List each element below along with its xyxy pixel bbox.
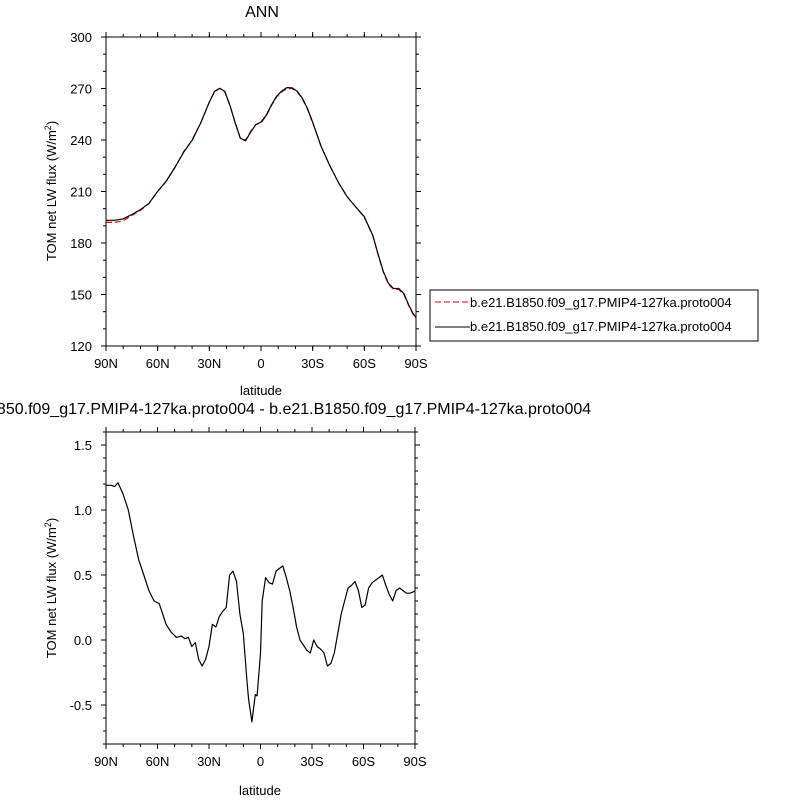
legend-entry-1: b.e21.B1850.f09_g17.PMIP4-127ka.proto004 bbox=[470, 295, 732, 310]
lower-panel-title: b.e21.B1850.f09_g17.PMIP4-127ka.proto004… bbox=[0, 401, 591, 418]
upper-x-tick-label: 60N bbox=[146, 356, 170, 371]
lower-y-tick-label: 1.5 bbox=[74, 438, 92, 453]
lower-y-axis-label: TOM net LW flux (W/m2) bbox=[43, 518, 59, 658]
upper-series-lines bbox=[106, 86, 417, 319]
lower-series-lines bbox=[106, 482, 416, 723]
upper-y-tick-label: 300 bbox=[70, 30, 92, 45]
lower-y-tick-label: -0.5 bbox=[70, 698, 92, 713]
upper-x-tick-label: 90N bbox=[94, 356, 118, 371]
upper-x-tick-label: 30S bbox=[301, 356, 324, 371]
legend-entry-2: b.e21.B1850.f09_g17.PMIP4-127ka.proto004 bbox=[470, 319, 732, 334]
lower-x-tick-label: 60N bbox=[146, 754, 170, 769]
upper-x-tick-label: 30N bbox=[197, 356, 221, 371]
upper-y-tick-label: 150 bbox=[70, 288, 92, 303]
lower-y-tick-label: 1.0 bbox=[74, 503, 92, 518]
lower-ticks: 90N 60N 30N 0 30S 60S 90S -0.5 0.0 0.5 1.0 1.5 bbox=[70, 427, 427, 769]
upper-x-tick-label: 90S bbox=[404, 356, 427, 371]
legend: b.e21.B1850.f09_g17.PMIP4-127ka.proto004… bbox=[429, 289, 759, 342]
upper-series-line-2 bbox=[106, 86, 417, 319]
lower-y-tick-label: 0.5 bbox=[74, 568, 92, 583]
lower-x-tick-label: 90S bbox=[403, 754, 426, 769]
upper-series-line-1 bbox=[106, 87, 417, 319]
lower-y-tick-label: 0.0 bbox=[74, 633, 92, 648]
lower-x-tick-label: 30N bbox=[197, 754, 221, 769]
upper-y-tick-label: 180 bbox=[70, 236, 92, 251]
upper-plot-frame bbox=[105, 36, 417, 347]
legend-box bbox=[429, 289, 759, 342]
upper-x-tick-label: 0 bbox=[257, 356, 264, 371]
upper-y-tick-label: 270 bbox=[70, 82, 92, 97]
upper-y-tick-label: 240 bbox=[70, 133, 92, 148]
upper-ticks: 90N 60N 30N 0 30S 60S 90S 120 150 180 210 240 270 300 bbox=[70, 30, 428, 371]
upper-y-tick-label: 120 bbox=[70, 339, 92, 354]
upper-y-tick-label: 210 bbox=[70, 185, 92, 200]
lower-x-tick-label: 90N bbox=[94, 754, 118, 769]
lower-x-tick-label: 30S bbox=[300, 754, 323, 769]
upper-x-tick-label: 60S bbox=[353, 356, 376, 371]
lower-x-tick-label: 60S bbox=[352, 754, 375, 769]
upper-panel: ANN 90N 60N 30N 0 30S 60S 90S 120 150 180 210 240 27… bbox=[43, 4, 759, 398]
lower-x-tick-label: 0 bbox=[257, 754, 264, 769]
lower-panel: b.e21.B1850.f09_g17.PMIP4-127ka.proto004… bbox=[0, 401, 591, 798]
upper-y-axis-label: TOM net LW flux (W/m2) bbox=[43, 121, 59, 261]
upper-panel-title: ANN bbox=[245, 4, 279, 21]
lower-series-line-1 bbox=[106, 482, 416, 723]
lower-x-axis-label: latitude bbox=[239, 783, 281, 798]
upper-x-axis-label: latitude bbox=[240, 383, 282, 398]
